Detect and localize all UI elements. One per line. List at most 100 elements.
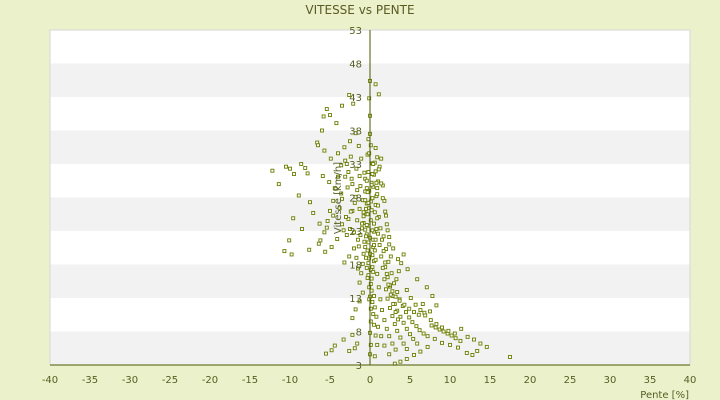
- data-point: [270, 168, 275, 173]
- data-point: [329, 348, 334, 353]
- data-point: [324, 225, 329, 230]
- data-point: [348, 139, 352, 144]
- data-point: [375, 342, 380, 347]
- data-point: [340, 222, 344, 227]
- data-point: [328, 156, 333, 161]
- data-point: [418, 349, 423, 354]
- data-point: [350, 182, 355, 187]
- data-point: [322, 230, 327, 235]
- data-point: [372, 210, 377, 215]
- data-point: [367, 151, 372, 156]
- data-point: [366, 137, 371, 142]
- data-point: [336, 151, 340, 156]
- data-point: [376, 324, 380, 329]
- data-point: [340, 103, 344, 108]
- data-point: [393, 347, 398, 352]
- data-point: [384, 213, 388, 218]
- data-point: [331, 198, 336, 203]
- data-point: [341, 337, 346, 342]
- x-axis-label: Pente [%]: [640, 390, 689, 400]
- data-point: [373, 237, 378, 242]
- data-point: [385, 296, 390, 301]
- data-point: [368, 218, 373, 223]
- data-point: [379, 334, 384, 339]
- data-point: [429, 323, 434, 328]
- data-point: [352, 200, 357, 205]
- data-point: [391, 246, 396, 251]
- data-point: [372, 221, 376, 226]
- data-point: [392, 322, 397, 327]
- data-point: [360, 261, 365, 266]
- data-point: [394, 277, 399, 282]
- data-point: [339, 163, 344, 168]
- data-point: [347, 93, 352, 97]
- y-axis-label: Vitesse [km/h]: [333, 162, 344, 234]
- data-point: [464, 350, 469, 355]
- data-point: [341, 228, 346, 233]
- data-point: [470, 353, 475, 357]
- data-point: [351, 101, 356, 106]
- data-point: [337, 206, 342, 211]
- data-point: [355, 218, 360, 223]
- data-point: [440, 340, 444, 345]
- data-point: [369, 276, 374, 281]
- data-point: [398, 314, 403, 319]
- data-point: [425, 344, 430, 349]
- x-tick-label: 0: [367, 375, 373, 386]
- data-point: [458, 338, 463, 343]
- data-point: [342, 260, 347, 265]
- data-point: [346, 170, 351, 174]
- data-point: [415, 341, 420, 346]
- data-point: [380, 237, 384, 242]
- data-point: [378, 226, 383, 231]
- data-point: [311, 210, 316, 215]
- data-point: [350, 316, 355, 321]
- data-point: [354, 255, 359, 260]
- data-point: [344, 162, 349, 166]
- data-point: [405, 267, 410, 272]
- data-point: [417, 328, 422, 333]
- data-point: [368, 306, 373, 311]
- data-point: [375, 155, 380, 160]
- data-point: [363, 198, 368, 203]
- data-point: [355, 341, 360, 346]
- data-point: [324, 351, 328, 356]
- data-point: [383, 209, 388, 214]
- data-point: [344, 214, 348, 219]
- data-point: [384, 222, 389, 227]
- data-point: [352, 230, 356, 235]
- data-point: [404, 310, 408, 315]
- data-point: [375, 271, 380, 276]
- data-point: [387, 235, 392, 239]
- data-point: [475, 348, 480, 353]
- data-point: [404, 326, 409, 331]
- data-point: [367, 96, 372, 101]
- data-point: [359, 271, 364, 276]
- data-point: [423, 313, 428, 318]
- data-point: [276, 182, 281, 187]
- data-point: [393, 294, 398, 299]
- data-point: [305, 171, 310, 176]
- x-tick-label: 40: [684, 375, 697, 386]
- data-point: [376, 231, 380, 236]
- x-tick-label: 5: [407, 375, 413, 386]
- data-point: [318, 238, 323, 243]
- data-point: [369, 208, 374, 213]
- data-point: [299, 162, 304, 166]
- data-point: [379, 181, 384, 186]
- data-point: [389, 271, 394, 276]
- data-point: [412, 310, 416, 315]
- data-point: [339, 191, 344, 196]
- data-point: [382, 343, 387, 348]
- data-point: [347, 254, 352, 259]
- data-point: [424, 285, 429, 290]
- data-point: [374, 314, 379, 319]
- data-point: [325, 218, 330, 223]
- data-point: [374, 227, 379, 231]
- y-tick-label: 33: [349, 160, 362, 171]
- data-point: [425, 334, 430, 339]
- data-point: [372, 322, 376, 327]
- data-point: [437, 327, 442, 332]
- data-point: [303, 166, 308, 170]
